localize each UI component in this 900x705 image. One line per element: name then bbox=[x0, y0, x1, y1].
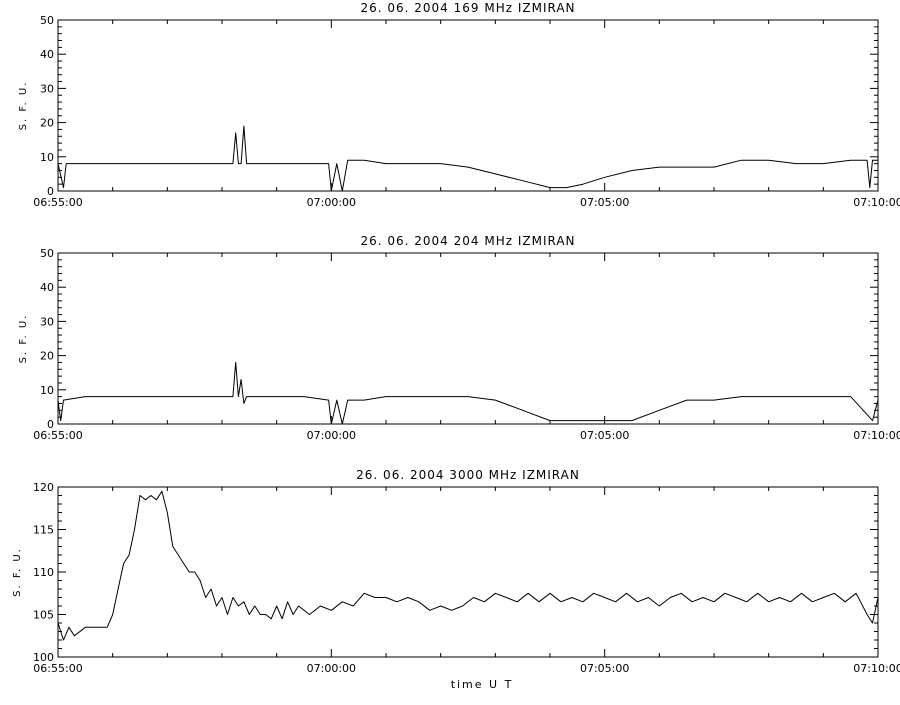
panel-2-y-tick-label: 10 bbox=[40, 384, 54, 397]
panel-1-title: 26. 06. 2004 169 MHz IZMIRAN bbox=[360, 1, 575, 15]
panel-2-y-tick-label: 50 bbox=[40, 247, 54, 260]
panel-2-series-line-1 bbox=[57, 361, 879, 425]
panel-3-x-tick-label: 07:10:00 bbox=[853, 662, 900, 675]
panel-3-series-line-1 bbox=[57, 490, 879, 641]
panel-2-plot-frame bbox=[57, 252, 879, 425]
panel-1-y-tick-label: 20 bbox=[40, 117, 54, 130]
panel-2-y-tick-label: 20 bbox=[40, 350, 54, 363]
panel-3-y-tick-label: 120 bbox=[33, 481, 54, 494]
panel-1-x-tick-label: 07:05:00 bbox=[580, 196, 629, 209]
panel-1-y-tick-label: 50 bbox=[40, 14, 54, 27]
panel-3-y-tick-label: 115 bbox=[33, 524, 54, 537]
panel-3-x-tick-label: 07:00:00 bbox=[307, 662, 356, 675]
panel-1-y-tick-label: 30 bbox=[40, 82, 54, 95]
panel-1-x-tick-label: 07:10:00 bbox=[853, 196, 900, 209]
panel-1-plot-frame bbox=[57, 19, 879, 192]
panel-1-series-line-1 bbox=[57, 125, 878, 192]
panel-2-y-tick-label: 30 bbox=[40, 315, 54, 328]
panel-1-y-axis-label: S. F. U. bbox=[18, 81, 29, 131]
panel-3-y-tick-label: 105 bbox=[33, 609, 54, 622]
panel-3-y-tick-label: 100 bbox=[33, 651, 54, 664]
panel-2-x-tick-label: 06:55:00 bbox=[33, 429, 82, 442]
panel-3-x-tick-label: 07:05:00 bbox=[580, 662, 629, 675]
panel-1-x-tick-label: 07:00:00 bbox=[307, 196, 356, 209]
panel-2-x-tick-label: 07:05:00 bbox=[580, 429, 629, 442]
panel-2-title: 26. 06. 2004 204 MHz IZMIRAN bbox=[360, 234, 575, 248]
panel-2-x-tick-label: 07:10:00 bbox=[853, 429, 900, 442]
panel-1-y-tick-label: 0 bbox=[47, 185, 54, 198]
panel-3-x-tick-label: 06:55:00 bbox=[33, 662, 82, 675]
panel-3-y-tick-label: 110 bbox=[33, 566, 54, 579]
panel-3-x-axis-label: time U T bbox=[451, 678, 514, 691]
panel-3-y-axis-label: S. F. U. bbox=[12, 547, 23, 597]
panel-1-x-tick-label: 06:55:00 bbox=[33, 196, 82, 209]
panel-2-y-axis-label: S. F. U. bbox=[18, 314, 29, 364]
panel-3-plot-frame bbox=[57, 486, 879, 658]
panel-1-y-tick-label: 40 bbox=[40, 48, 54, 61]
panel-2-x-tick-label: 07:00:00 bbox=[307, 429, 356, 442]
panel-2-y-tick-label: 0 bbox=[47, 418, 54, 431]
panel-1-y-tick-label: 10 bbox=[40, 151, 54, 164]
panel-3-title: 26. 06. 2004 3000 MHz IZMIRAN bbox=[356, 468, 580, 482]
panel-2-y-tick-label: 40 bbox=[40, 281, 54, 294]
